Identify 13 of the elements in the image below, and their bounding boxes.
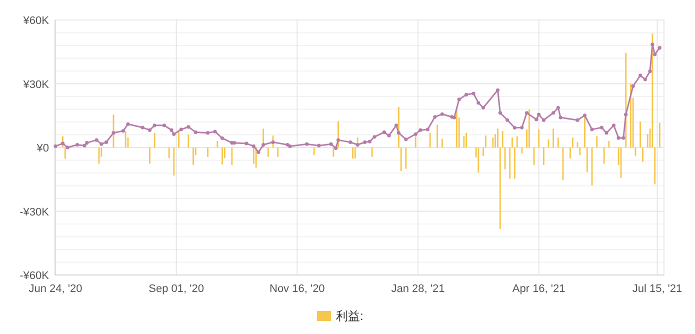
legend-label: 利益:	[336, 309, 364, 323]
x-tick-label: Sep 01, '20	[148, 283, 204, 295]
y-tick-label: ¥30K	[22, 78, 50, 91]
y-tick-label: -¥60K	[20, 270, 50, 282]
x-tick-label: Jun 24, '20	[28, 283, 82, 295]
x-tick-label: Nov 16, '20	[270, 283, 325, 295]
legend: 利益:	[317, 309, 364, 323]
y-tick-label: ¥0	[36, 142, 49, 154]
x-tick-label: Jul 15, '21	[632, 283, 682, 295]
x-tick-label: Apr 16, '21	[512, 283, 566, 295]
y-tick-label: ¥60K	[22, 15, 50, 27]
y-tick-label: -¥30K	[20, 206, 50, 218]
x-tick-label: Jan 28, '21	[391, 283, 445, 295]
